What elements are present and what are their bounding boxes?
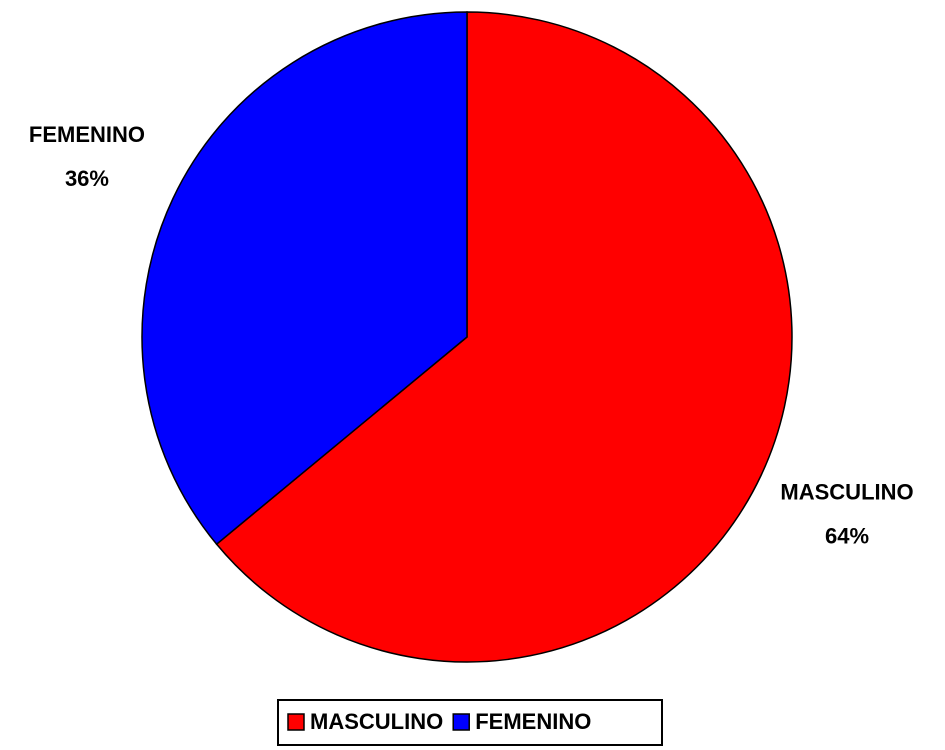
legend-swatch	[452, 713, 470, 731]
slice-label-value: 64%	[825, 524, 869, 549]
legend-box	[277, 699, 663, 746]
legend-label: MASCULINO	[310, 709, 443, 734]
slice-label-name: MASCULINO	[780, 480, 913, 505]
legend-label: FEMENINO	[475, 709, 591, 734]
slice-label-name: FEMENINO	[29, 122, 145, 147]
slice-label-value: 36%	[65, 166, 109, 191]
pie-slice	[215, 11, 793, 663]
legend-swatch	[287, 713, 305, 731]
pie-slice	[141, 11, 468, 546]
